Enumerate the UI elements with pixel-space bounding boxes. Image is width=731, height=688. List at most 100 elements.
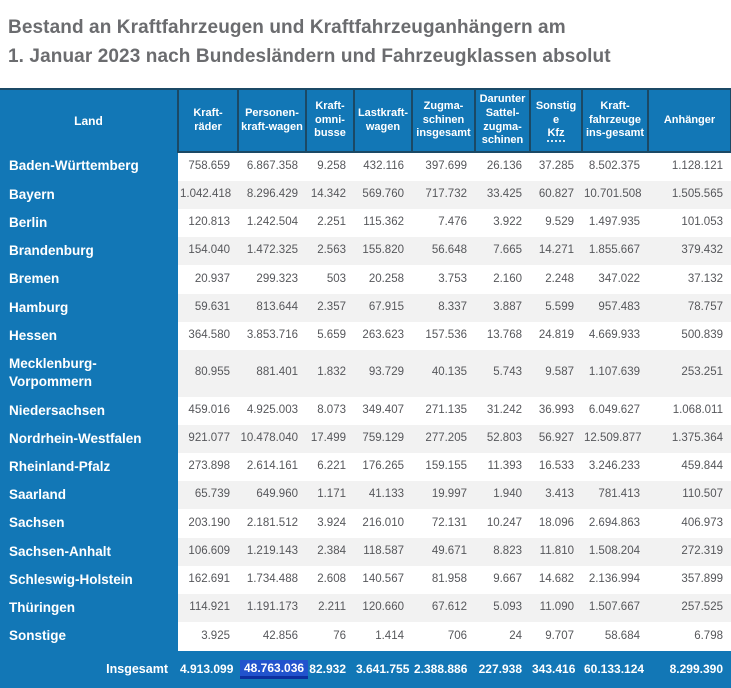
column-header-land: Land	[0, 88, 179, 152]
value-cell: 6.221	[306, 452, 354, 482]
value-cell: 24	[475, 622, 530, 651]
value-cell: 10.247	[475, 509, 530, 538]
state-name-cell: Sachsen-Anhalt	[0, 537, 178, 566]
value-cell: 16.533	[530, 452, 582, 482]
value-cell: 2.563	[306, 237, 354, 266]
table-header: Land Kraft-räder Personen-kraft-wagen Kr…	[0, 88, 731, 153]
value-cell: 162.691	[178, 565, 238, 595]
value-cell: 8.073	[306, 396, 354, 425]
table-footer: Insgesamt 4.913.099 48.763.036 82.932 3.641…	[0, 650, 731, 688]
value-cell: 6.867.358	[238, 152, 306, 181]
state-name-cell: Berlin	[0, 209, 178, 238]
value-cell: 106.609	[178, 537, 238, 566]
value-cell: 5.659	[306, 321, 354, 351]
state-name-cell: Niedersachsen	[0, 396, 178, 425]
value-cell: 118.587	[354, 537, 412, 566]
value-cell: 93.729	[354, 350, 412, 397]
table-row: Rheinland-Pfalz 273.898 2.614.161 6.221 176…	[0, 452, 731, 482]
table-row: Niedersachsen 459.016 4.925.003 8.073 349.4…	[0, 396, 731, 425]
value-cell: 59.631	[178, 293, 238, 322]
value-cell: 1.505.565	[648, 180, 731, 210]
value-cell: 13.768	[475, 321, 530, 351]
state-name-cell: Mecklenburg-Vorpommern	[0, 350, 178, 397]
value-cell: 12.509.877	[582, 424, 648, 453]
value-cell: 6.798	[648, 622, 731, 651]
value-cell: 5.093	[475, 594, 530, 623]
value-cell: 2.614.161	[238, 452, 306, 482]
value-cell: 379.432	[648, 237, 731, 266]
total-value-cell: 82.932	[306, 650, 354, 688]
kfz-abbreviation[interactable]: Kfz	[547, 127, 565, 143]
total-value-cell: 343.416	[530, 650, 582, 688]
value-cell: 2.136.994	[582, 565, 648, 595]
value-cell: 9.258	[306, 152, 354, 181]
value-cell: 3.753	[412, 265, 475, 294]
value-cell: 101.053	[648, 209, 731, 238]
value-cell: 80.955	[178, 350, 238, 397]
value-cell: 9.529	[530, 209, 582, 238]
value-cell: 3.853.716	[238, 321, 306, 351]
page-title-line-2: 1. Januar 2023 nach Bundesländern und Fa…	[8, 46, 611, 68]
table-row: Brandenburg 154.040 1.472.325 2.563 155.820…	[0, 237, 731, 266]
value-cell: 37.132	[648, 265, 731, 294]
table-row: Saarland 65.739 649.960 1.171 41.133 19.997 1…	[0, 481, 731, 510]
value-cell: 717.732	[412, 180, 475, 210]
value-cell: 176.265	[354, 452, 412, 482]
value-cell: 357.899	[648, 565, 731, 595]
value-cell: 3.922	[475, 209, 530, 238]
value-cell: 1.734.488	[238, 565, 306, 595]
value-cell: 37.285	[530, 152, 582, 181]
total-row: Insgesamt 4.913.099 48.763.036 82.932 3.641…	[0, 650, 731, 688]
value-cell: 203.190	[178, 509, 238, 538]
value-cell: 14.682	[530, 565, 582, 595]
value-cell: 140.567	[354, 565, 412, 595]
state-name-cell: Saarland	[0, 481, 178, 510]
table-row: Bayern 1.042.418 8.296.429 14.342 569.760 71…	[0, 180, 731, 210]
value-cell: 7.665	[475, 237, 530, 266]
value-cell: 1.375.364	[648, 424, 731, 453]
table-row: Thüringen 114.921 1.191.173 2.211 120.660 67…	[0, 594, 731, 623]
value-cell: 921.077	[178, 424, 238, 453]
value-cell: 49.671	[412, 537, 475, 566]
table-body: Baden-Württemberg 758.659 6.867.358 9.258 4…	[0, 152, 731, 651]
value-cell: 2.160	[475, 265, 530, 294]
value-cell: 2.248	[530, 265, 582, 294]
table-row: Berlin 120.813 1.242.504 2.251 115.362 7.476…	[0, 209, 731, 238]
column-header-sonstige-kfz: Sonstige Kfz	[529, 88, 583, 153]
value-cell: 3.924	[306, 509, 354, 538]
value-cell: 11.393	[475, 452, 530, 482]
value-cell: 42.856	[238, 622, 306, 651]
total-value-cell: 3.641.755	[354, 650, 412, 688]
value-cell: 1.042.418	[178, 180, 238, 210]
value-cell: 263.623	[354, 321, 412, 351]
state-name-cell: Bremen	[0, 265, 178, 294]
value-cell: 7.476	[412, 209, 475, 238]
vehicle-stock-table: Land Kraft-räder Personen-kraft-wagen Kr…	[0, 88, 731, 688]
value-cell: 2.181.512	[238, 509, 306, 538]
value-cell: 60.827	[530, 180, 582, 210]
total-value-cell: 227.938	[475, 650, 530, 688]
value-cell: 40.135	[412, 350, 475, 397]
value-cell: 2.251	[306, 209, 354, 238]
value-cell: 67.612	[412, 594, 475, 623]
table-row: Sachsen 203.190 2.181.512 3.924 216.010 72.1…	[0, 509, 731, 538]
value-cell: 1.219.143	[238, 537, 306, 566]
state-name-cell: Brandenburg	[0, 237, 178, 266]
value-cell: 503	[306, 265, 354, 294]
value-cell: 781.413	[582, 481, 648, 510]
value-cell: 20.937	[178, 265, 238, 294]
value-cell: 41.133	[354, 481, 412, 510]
table-row: Sachsen-Anhalt 106.609 1.219.143 2.384 118.…	[0, 537, 731, 566]
value-cell: 8.502.375	[582, 152, 648, 181]
table-row: Mecklenburg-Vorpommern 80.955 881.401 1.83…	[0, 350, 731, 397]
value-cell: 957.483	[582, 293, 648, 322]
value-cell: 81.958	[412, 565, 475, 595]
value-cell: 14.271	[530, 237, 582, 266]
value-cell: 8.823	[475, 537, 530, 566]
value-cell: 56.648	[412, 237, 475, 266]
value-cell: 1.242.504	[238, 209, 306, 238]
value-cell: 3.925	[178, 622, 238, 651]
value-cell: 14.342	[306, 180, 354, 210]
value-cell: 24.819	[530, 321, 582, 351]
value-cell: 1.068.011	[648, 396, 731, 425]
